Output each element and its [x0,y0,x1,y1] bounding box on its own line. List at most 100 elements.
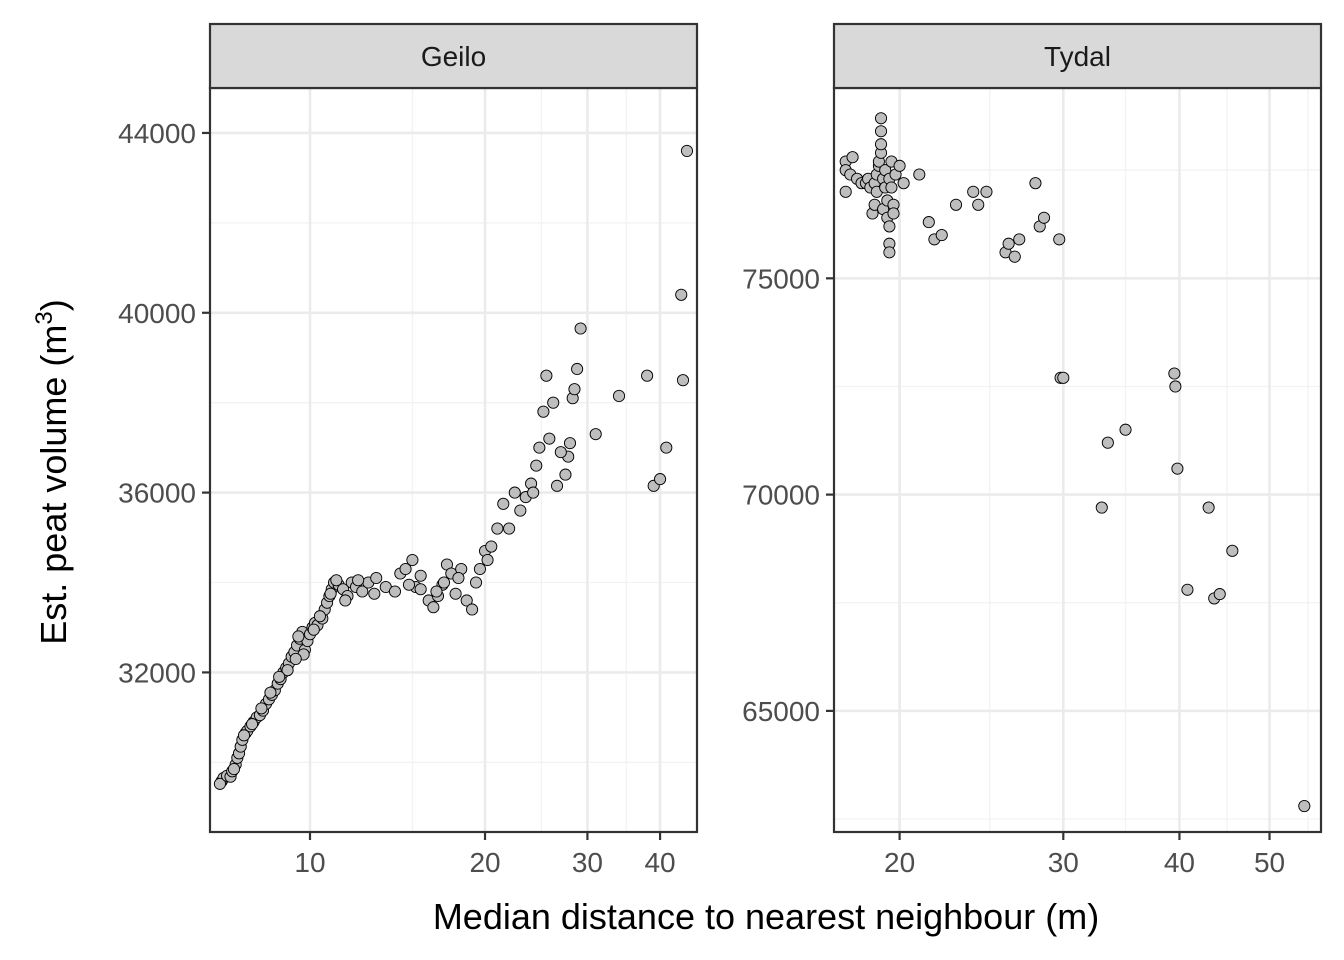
data-point [935,229,948,242]
y-axis-title-close: ) [33,299,74,311]
data-point [281,664,294,677]
data-point [1095,501,1108,514]
data-point [1298,799,1311,813]
panel-tydal: Tydal 20 30 40 50 65000 70000 75000 [742,22,1323,878]
data-point [540,369,553,382]
data-point [399,562,412,576]
data-point [980,185,993,198]
y-axis-title-superscript: 3 [31,311,58,324]
panel-geilo: Geilo 10 20 30 40 32000 36000 40000 44000 [118,22,699,878]
data-point [406,553,419,567]
facet-strip [832,22,1323,90]
data-point [1181,583,1194,596]
x-tick-label: 40 [1164,847,1195,878]
data-point [949,198,963,211]
data-point [485,540,498,553]
y-tick-label: 32000 [118,657,196,688]
data-point [227,763,241,776]
data-point [533,441,546,454]
data-point [675,288,688,301]
data-point [356,585,369,598]
data-point [612,389,626,402]
x-tick-label: 20 [469,847,500,878]
data-point [1053,233,1066,246]
data-point [547,396,560,409]
facet-label: Geilo [421,41,486,72]
data-point [571,362,584,376]
data-point [273,670,286,683]
data-point [559,468,572,481]
data-point [883,246,896,259]
data-point [1101,436,1114,449]
x-axis-title: Median distance to nearest neighbour (m) [433,896,1099,937]
data-point [846,151,859,164]
x-tick-label: 50 [1254,847,1285,878]
data-point [1057,371,1070,384]
y-axis-title-main: Est. peat volume (m [33,325,74,645]
data-point [388,585,402,598]
data-point [514,504,527,517]
data-point [641,369,654,382]
data-point [313,610,326,623]
x-tick-label: 30 [1048,847,1079,878]
data-point [460,594,473,607]
data-point [237,729,251,742]
data-point [402,578,416,591]
data-point [481,553,494,567]
data-point [370,571,383,585]
data-point [1171,462,1184,475]
data-point [414,583,427,596]
data-point [339,594,352,607]
data-point [543,432,556,445]
data-point [913,168,926,181]
facet-label: Tydal [1044,41,1111,72]
data-point [530,459,543,472]
data-point [967,185,980,198]
data-point [508,486,521,499]
data-point [1002,237,1015,250]
data-point [213,777,226,790]
y-axis-title: Est. peat volume (m3) [31,299,74,644]
data-point [368,587,381,600]
data-point [654,473,667,486]
data-point [972,198,985,211]
data-point [255,702,268,715]
data-point [660,441,673,454]
data-point [839,185,852,198]
data-point [874,125,888,138]
data-point [491,522,504,535]
data-point [887,207,900,220]
data-point [497,497,510,510]
y-tick-label: 70000 [742,480,820,511]
data-point [292,630,305,643]
x-tick-label: 30 [572,847,603,878]
data-point [449,587,462,600]
data-point [1168,367,1181,380]
facet-panels: Geilo 10 20 30 40 32000 36000 40000 44000 Tydal 20… [118,22,1323,878]
data-point [527,486,540,499]
data-point [680,144,694,157]
data-point [1169,380,1182,393]
data-point [874,112,888,125]
y-tick-label: 65000 [742,696,820,727]
data-point [330,574,343,587]
data-point [1213,588,1226,601]
data-point [1008,250,1021,263]
y-tick-label: 36000 [118,478,196,509]
y-tick-label: 44000 [118,118,196,149]
data-point [554,446,567,459]
data-point [452,571,465,585]
data-point [893,159,906,172]
data-point [676,374,690,387]
x-tick-label: 40 [644,847,675,878]
data-point [537,405,550,418]
data-point [574,322,587,335]
data-point [1013,233,1026,246]
data-point [503,522,516,535]
data-point [563,437,577,450]
panel-border [832,86,1323,834]
data-point [466,603,479,616]
data-point [1119,423,1132,436]
data-point [430,585,443,598]
